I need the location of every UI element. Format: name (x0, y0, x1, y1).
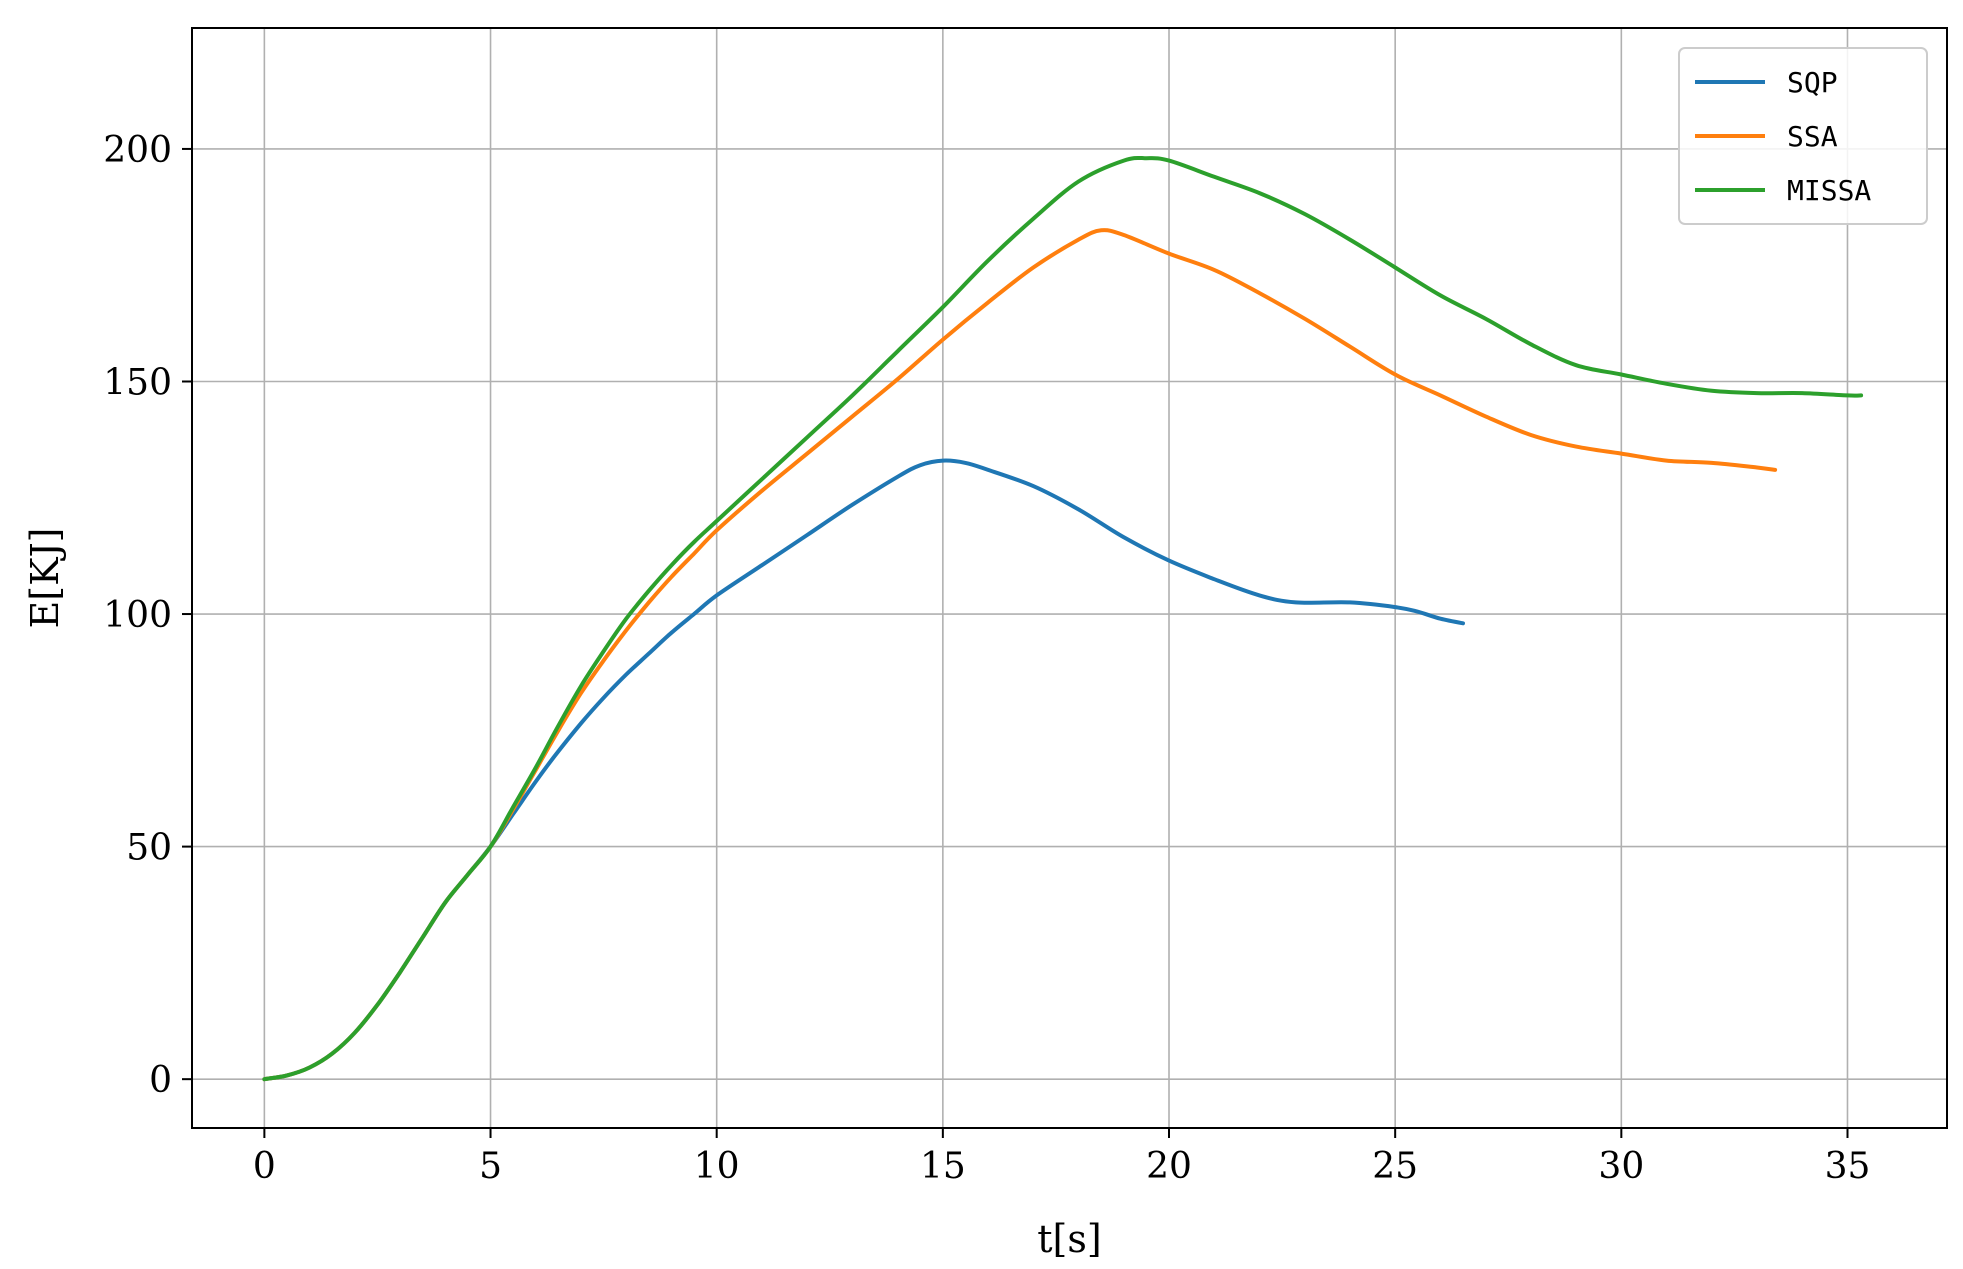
x-tick-label: 15 (920, 1146, 966, 1187)
x-tick-label: 30 (1598, 1146, 1644, 1187)
legend-box (1678, 47, 1928, 225)
legend: SQP SSA MISSA (1678, 47, 1928, 225)
y-tick-label: 50 (126, 828, 172, 869)
series-layer (262, 155, 1864, 1082)
y-tick-label: 200 (103, 130, 172, 171)
x-axis-label: t[s] (1037, 1217, 1101, 1261)
y-tick-label: 150 (103, 362, 172, 403)
legend-label-ssa: SSA (1787, 120, 1838, 153)
plot-frame (191, 27, 1948, 1129)
x-tick-label: 25 (1372, 1146, 1418, 1187)
x-tick-label: 20 (1146, 1146, 1192, 1187)
y-tick-label: 0 (149, 1060, 172, 1101)
series-line-missa (262, 155, 1864, 1082)
x-tick-label: 0 (253, 1146, 276, 1187)
axis-ticks: 0 5 10 15 20 25 30 35 0 50 100 150 200 (103, 130, 1870, 1187)
y-axis-label: E[KJ] (23, 527, 67, 628)
x-tick-label: 10 (694, 1146, 740, 1187)
y-tick-label: 100 (103, 595, 172, 636)
x-tick-label: 35 (1825, 1146, 1871, 1187)
legend-label-missa: MISSA (1787, 174, 1871, 207)
x-tick-label: 5 (479, 1146, 502, 1187)
legend-label-sqp: SQP (1787, 66, 1838, 99)
